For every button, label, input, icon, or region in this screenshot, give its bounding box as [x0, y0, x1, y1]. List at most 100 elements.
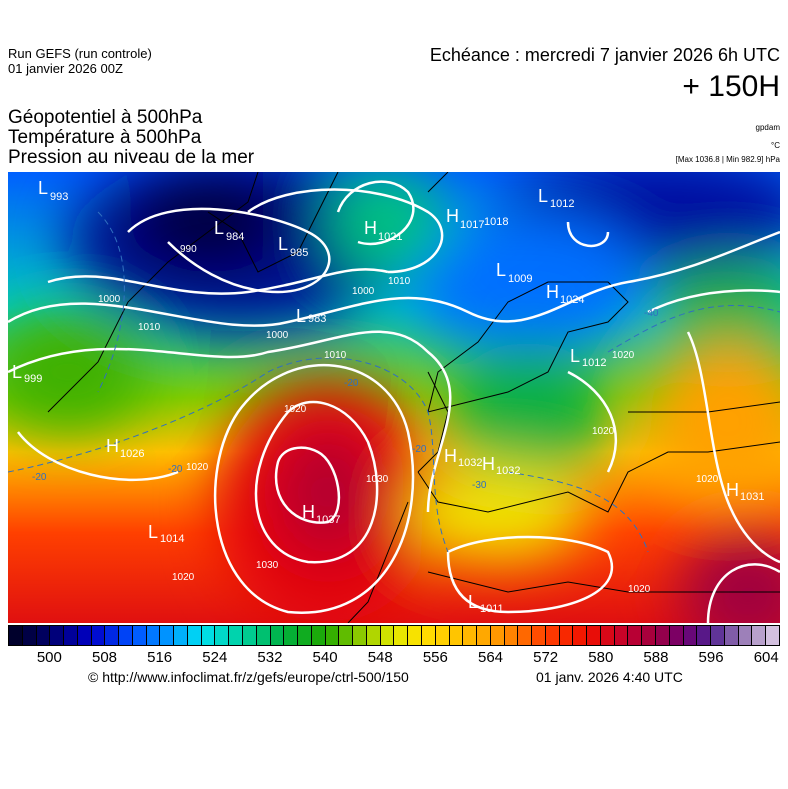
isobar-label: 1010: [138, 322, 161, 333]
color-scale-tick: 572: [533, 649, 559, 666]
center-label: L: [468, 592, 478, 612]
color-scale-cell: [394, 626, 409, 645]
center-label: L: [278, 234, 288, 254]
color-scale-cell: [22, 626, 37, 645]
color-scale-cell: [160, 626, 175, 645]
center-label: H: [546, 282, 559, 302]
color-scale-cell: [532, 626, 546, 645]
isobar-label: 1020: [172, 572, 195, 583]
isobar-label: 1000: [352, 286, 375, 297]
color-scale-tick: 556: [422, 649, 448, 666]
color-scale-cell: [724, 626, 739, 645]
color-scale-cell: [504, 626, 519, 645]
color-scale-cell: [64, 626, 78, 645]
geopotential-field: [8, 172, 780, 623]
color-scale-cell: [559, 626, 574, 645]
color-scale-tick: 596: [698, 649, 724, 666]
color-scale-cell: [752, 626, 767, 645]
color-scale-cell: [628, 626, 643, 645]
isobar-labels: 990 1000 1010 1000 1010 1000 1010 1020 1…: [98, 244, 719, 595]
color-scale-cell: [91, 626, 106, 645]
color-scale-cell: [174, 626, 188, 645]
copyright-url: © http://www.infoclimat.fr/z/gefs/europe…: [88, 669, 409, 685]
color-scale-cell: [353, 626, 367, 645]
generated-time: 01 janv. 2026 4:40 UTC: [536, 669, 683, 685]
svg-text:1032: 1032: [458, 457, 482, 469]
color-scale-cell: [9, 626, 23, 645]
color-scale-cell: [449, 626, 464, 645]
color-scale-cell: [408, 626, 422, 645]
svg-text:1012: 1012: [582, 357, 606, 369]
color-scale: [8, 625, 780, 646]
color-scale-cell: [655, 626, 670, 645]
svg-text:1009: 1009: [508, 273, 532, 285]
svg-text:993: 993: [50, 191, 68, 203]
lead-time: + 150H: [682, 70, 780, 103]
color-scale-tick: 516: [147, 649, 173, 666]
color-scale-cell: [229, 626, 244, 645]
color-scale-cell: [463, 626, 478, 645]
color-scale-tick: 580: [588, 649, 614, 666]
center-label: L: [38, 178, 48, 198]
color-scale-cell: [421, 626, 436, 645]
svg-text:983: 983: [308, 313, 326, 325]
color-scale-cell: [311, 626, 326, 645]
color-scale-cell: [132, 626, 147, 645]
color-scale-cell: [600, 626, 615, 645]
color-scale-tick: 532: [257, 649, 283, 666]
isotherm-labels: -20 -20 -20 -30 -20 -40: [32, 308, 659, 491]
color-scale-cell: [77, 626, 92, 645]
color-scale-cell: [201, 626, 216, 645]
svg-text:1011: 1011: [480, 603, 504, 615]
color-scale-cell: [587, 626, 601, 645]
center-label: H: [364, 218, 377, 238]
color-scale-cell: [284, 626, 299, 645]
color-scale-cell: [477, 626, 491, 645]
center-label: L: [12, 362, 22, 382]
color-scale-cell: [642, 626, 656, 645]
color-scale-cell: [36, 626, 51, 645]
center-label: H: [446, 206, 459, 226]
color-scale-cell: [545, 626, 560, 645]
field-temperature: Température à 500hPa: [8, 127, 202, 148]
run-name: Run GEFS (run controle): [8, 46, 152, 61]
svg-text:1037: 1037: [316, 514, 340, 526]
color-scale-cell: [738, 626, 753, 645]
svg-text:1018: 1018: [484, 216, 508, 228]
isobar-label: 1020: [612, 350, 635, 361]
center-label: H: [482, 454, 495, 474]
isotherm-label: -20: [412, 444, 427, 455]
svg-text:999: 999: [24, 373, 42, 385]
center-label: L: [148, 522, 158, 542]
svg-text:1026: 1026: [120, 448, 144, 460]
svg-text:1021: 1021: [378, 231, 402, 243]
isotherms: [8, 211, 780, 553]
color-scale-cell: [215, 626, 230, 645]
color-scale-tick: 524: [202, 649, 228, 666]
isobar-label: 1010: [324, 350, 347, 361]
color-scale-cell: [187, 626, 202, 645]
isotherm-label: -20: [168, 464, 183, 475]
field-geopotential: Géopotentiel à 500hPa: [8, 107, 203, 128]
center-label: H: [444, 446, 457, 466]
color-scale-cell: [766, 626, 779, 645]
color-scale-cell: [380, 626, 395, 645]
color-scale-cell: [146, 626, 161, 645]
svg-text:1032: 1032: [496, 465, 520, 477]
isotherm-label: -30: [472, 480, 487, 491]
coastlines: [47, 172, 780, 623]
color-scale-tick: 508: [91, 649, 118, 666]
color-scale-cell: [298, 626, 312, 645]
mslp-range: [Max 1036.8 | Min 982.9] hPa: [675, 155, 780, 164]
svg-text:1014: 1014: [160, 533, 184, 545]
unit-geopotential: gpdam: [755, 123, 780, 132]
center-label: L: [296, 306, 306, 326]
color-scale-cell: [119, 626, 133, 645]
color-scale-tick: 564: [477, 649, 504, 666]
isobar-label: 1030: [256, 560, 279, 571]
svg-text:1024: 1024: [560, 294, 584, 306]
center-label: L: [214, 218, 224, 238]
color-scale-cell: [711, 626, 725, 645]
color-scale-tick: 548: [367, 649, 393, 666]
